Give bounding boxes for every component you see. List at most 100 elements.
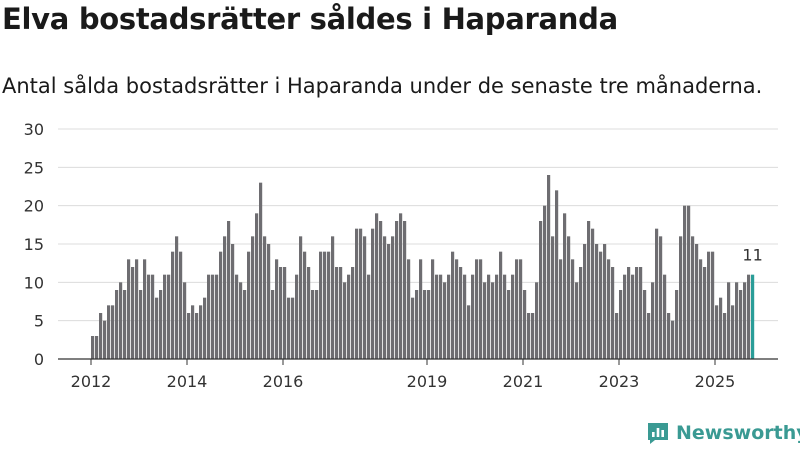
bar [147,274,151,359]
bar [367,274,371,359]
bar [127,259,131,359]
bar [151,274,155,359]
bar [327,251,331,359]
bar [631,274,635,359]
bar [695,244,699,359]
bar [615,313,619,359]
bar [591,228,595,359]
bar [271,290,275,359]
bar [691,236,695,359]
bar [291,297,295,359]
y-tick-label: 15 [24,235,44,254]
chart-subtitle: Antal sålda bostadsrätter i Haparanda un… [2,74,763,98]
bar [747,274,751,359]
bar [663,274,667,359]
bar [543,205,547,359]
bar [463,274,467,359]
bar [203,297,207,359]
bar [247,251,251,359]
bar [295,274,299,359]
bar [651,282,655,359]
bar [643,290,647,359]
bar [471,274,475,359]
bar [531,313,535,359]
bar [547,175,551,359]
bar [243,290,247,359]
bar [239,282,243,359]
bar [443,282,447,359]
bar [183,282,187,359]
bar [551,236,555,359]
bar [159,290,163,359]
bar [403,221,407,359]
bar [195,313,199,359]
bar [95,336,99,359]
bar [499,251,503,359]
bar [363,236,367,359]
bar [287,297,291,359]
bar [599,251,603,359]
y-tick-label: 25 [24,158,44,177]
x-tick-label: 2012 [71,372,112,391]
bar [683,205,687,359]
bar [503,274,507,359]
x-tick-label: 2014 [167,372,208,391]
bar [715,305,719,359]
bar [707,251,711,359]
bar [603,244,607,359]
bar [307,267,311,359]
bar [283,267,287,359]
bar [555,190,559,359]
bar [679,236,683,359]
bar [459,267,463,359]
y-tick-label: 10 [24,273,44,292]
bar [347,274,351,359]
bar [719,297,723,359]
bar [431,259,435,359]
y-tick-label: 30 [24,120,44,139]
bar [119,282,123,359]
bar [515,259,519,359]
bar [175,236,179,359]
bar [419,259,423,359]
bar [335,267,339,359]
bar [411,297,415,359]
bar [107,305,111,359]
bar [339,267,343,359]
bar [251,236,255,359]
bar [111,305,115,359]
bar [319,251,323,359]
bar [415,290,419,359]
x-tick-label: 2016 [263,372,304,391]
bar [423,290,427,359]
bar [667,313,671,359]
bar [303,251,307,359]
bar [235,274,239,359]
bar [215,274,219,359]
bar [487,274,491,359]
bar [375,213,379,359]
bar [659,236,663,359]
bar [539,221,543,359]
bar [191,305,195,359]
bar [343,282,347,359]
bar [607,259,611,359]
bar [495,274,499,359]
y-tick-label: 20 [24,197,44,216]
bar [563,213,567,359]
bar [299,236,303,359]
bar [139,290,143,359]
bar [391,236,395,359]
bar [231,244,235,359]
bar [527,313,531,359]
bar [571,259,575,359]
brand-name: Newsworthy [676,422,800,444]
chart-title: Elva bostadsrätter såldes i Haparanda [2,2,618,36]
bar [639,267,643,359]
x-tick-label: 2021 [503,372,544,391]
bar [351,267,355,359]
bar [511,274,515,359]
bar [179,251,183,359]
bar [535,282,539,359]
bar [575,282,579,359]
